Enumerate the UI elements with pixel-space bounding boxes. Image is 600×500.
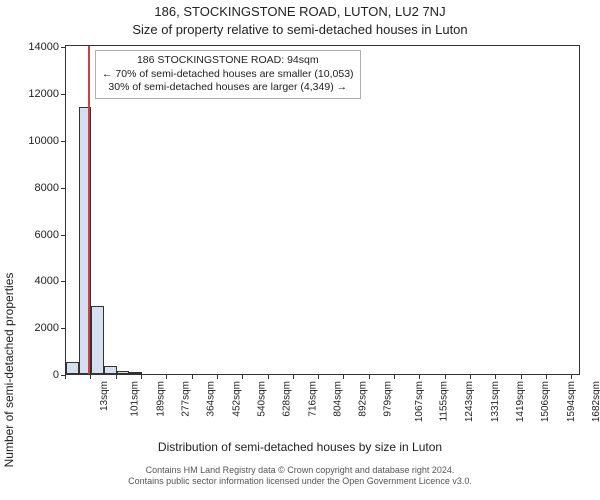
x-tick-label: 540sqm (256, 381, 267, 417)
x-tick-mark (166, 375, 167, 379)
x-tick-mark (419, 375, 420, 379)
histogram-bar (91, 306, 104, 374)
x-tick-label: 189sqm (155, 381, 166, 417)
x-tick-mark (116, 375, 117, 379)
x-tick-mark (521, 375, 522, 379)
x-tick-mark (268, 375, 269, 379)
x-tick-mark (141, 375, 142, 379)
x-tick-mark (470, 375, 471, 379)
histogram-bar (104, 366, 117, 374)
x-tick-mark (571, 375, 572, 379)
x-tick-mark (217, 375, 218, 379)
histogram-bar (117, 371, 130, 374)
title-line-2: Size of property relative to semi-detach… (0, 22, 600, 37)
legend-line-3: 30% of semi-detached houses are larger (… (102, 81, 354, 95)
legend-box: 186 STOCKINGSTONE ROAD: 94sqm ← 70% of s… (95, 50, 361, 99)
footer: Contains HM Land Registry data © Crown c… (0, 465, 600, 487)
x-tick-label: 1155sqm (439, 381, 450, 421)
x-tick-mark (495, 375, 496, 379)
y-tick-label: 14000 (0, 41, 59, 53)
y-tick-mark (61, 47, 65, 48)
x-tick-label: 1067sqm (414, 381, 425, 422)
y-tick-label: 0 (0, 369, 59, 381)
x-tick-label: 1594sqm (566, 381, 577, 422)
x-tick-label: 364sqm (206, 381, 217, 417)
x-tick-mark (242, 375, 243, 379)
footer-line-2: Contains public sector information licen… (0, 476, 600, 487)
x-tick-mark (369, 375, 370, 379)
histogram-bar (129, 372, 142, 374)
y-tick-label: 2000 (0, 322, 59, 334)
y-tick-mark (61, 188, 65, 189)
x-tick-label: 892sqm (358, 381, 369, 417)
y-tick-mark (61, 328, 65, 329)
x-tick-label: 804sqm (332, 381, 343, 417)
title-line-1: 186, STOCKINGSTONE ROAD, LUTON, LU2 7NJ (0, 4, 600, 19)
x-tick-label: 277sqm (181, 381, 192, 417)
x-tick-label: 628sqm (282, 381, 293, 417)
legend-line-2: ← 70% of semi-detached houses are smalle… (102, 68, 354, 82)
x-tick-label: 1506sqm (541, 381, 552, 422)
x-tick-label: 979sqm (383, 381, 394, 417)
x-tick-label: 1682sqm (591, 381, 600, 422)
footer-line-1: Contains HM Land Registry data © Crown c… (0, 465, 600, 476)
y-tick-mark (61, 94, 65, 95)
x-tick-label: 13sqm (99, 381, 110, 411)
y-tick-label: 4000 (0, 275, 59, 287)
x-tick-mark (90, 375, 91, 379)
y-tick-label: 10000 (0, 135, 59, 147)
y-tick-mark (61, 235, 65, 236)
x-tick-mark (546, 375, 547, 379)
x-tick-label: 101sqm (130, 381, 141, 417)
x-tick-label: 716sqm (307, 381, 318, 417)
x-tick-mark (343, 375, 344, 379)
y-tick-label: 8000 (0, 182, 59, 194)
x-tick-mark (445, 375, 446, 379)
y-tick-mark (61, 141, 65, 142)
legend-line-1: 186 STOCKINGSTONE ROAD: 94sqm (102, 54, 354, 68)
x-tick-mark (318, 375, 319, 379)
x-tick-label: 452sqm (231, 381, 242, 417)
x-axis-label: Distribution of semi-detached houses by … (0, 440, 600, 454)
x-tick-mark (394, 375, 395, 379)
y-tick-mark (61, 281, 65, 282)
property-marker-line (88, 46, 90, 374)
x-tick-mark (65, 375, 66, 379)
y-tick-label: 6000 (0, 229, 59, 241)
x-tick-mark (192, 375, 193, 379)
x-tick-label: 1331sqm (490, 381, 501, 422)
histogram-bar (66, 362, 79, 374)
y-tick-label: 12000 (0, 88, 59, 100)
x-tick-mark (293, 375, 294, 379)
x-tick-label: 1419sqm (515, 381, 526, 422)
x-tick-label: 1243sqm (465, 381, 476, 422)
